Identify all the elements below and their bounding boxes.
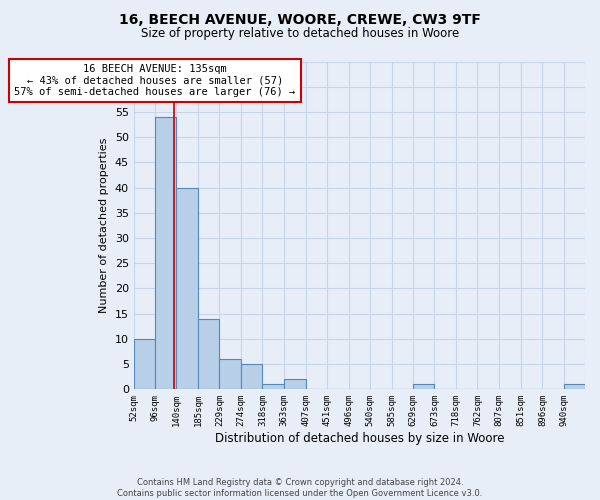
Text: 16, BEECH AVENUE, WOORE, CREWE, CW3 9TF: 16, BEECH AVENUE, WOORE, CREWE, CW3 9TF <box>119 12 481 26</box>
Text: Contains HM Land Registry data © Crown copyright and database right 2024.
Contai: Contains HM Land Registry data © Crown c… <box>118 478 482 498</box>
Bar <box>134 339 155 390</box>
Bar <box>198 318 220 390</box>
Bar <box>220 359 241 390</box>
Y-axis label: Number of detached properties: Number of detached properties <box>99 138 109 313</box>
Bar <box>176 188 197 390</box>
Bar <box>155 117 176 390</box>
Bar <box>413 384 434 390</box>
X-axis label: Distribution of detached houses by size in Woore: Distribution of detached houses by size … <box>215 432 504 445</box>
Text: Size of property relative to detached houses in Woore: Size of property relative to detached ho… <box>141 28 459 40</box>
Bar <box>563 384 585 390</box>
Bar <box>284 379 305 390</box>
Bar <box>262 384 284 390</box>
Text: 16 BEECH AVENUE: 135sqm
← 43% of detached houses are smaller (57)
57% of semi-de: 16 BEECH AVENUE: 135sqm ← 43% of detache… <box>14 64 296 97</box>
Bar <box>241 364 262 390</box>
